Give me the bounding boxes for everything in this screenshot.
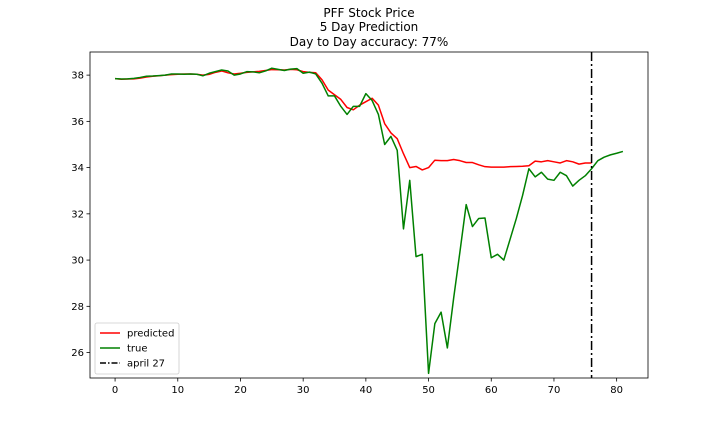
x-tick-label: 0	[112, 385, 118, 396]
y-tick-label: 32	[71, 209, 84, 220]
x-tick-label: 10	[171, 385, 184, 396]
y-axis: 26 28 30 32 34 36 38	[71, 71, 90, 359]
y-tick-label: 34	[71, 163, 84, 174]
plot-area	[114, 52, 624, 378]
y-tick-label: 30	[71, 256, 84, 267]
legend-label: april 27	[127, 359, 165, 370]
x-tick-label: 80	[610, 385, 623, 396]
legend-label: predicted	[127, 329, 174, 340]
x-tick-label: 50	[422, 385, 435, 396]
series-line-true	[115, 67, 624, 375]
chart-subtitle: 5 Day Prediction	[320, 20, 419, 34]
accuracy-label: Day to Day accuracy: 77%	[290, 35, 449, 49]
chart-title: PFF Stock Price	[323, 6, 414, 20]
x-axis: 0 10 20 30 40 50 60 70 80	[112, 378, 623, 396]
y-tick-label: 36	[71, 117, 84, 128]
x-tick-label: 60	[485, 385, 498, 396]
legend-label: true	[127, 344, 148, 355]
y-tick-label: 28	[71, 302, 84, 313]
y-tick-label: 38	[71, 71, 84, 82]
x-tick-label: 40	[359, 385, 372, 396]
x-tick-label: 30	[297, 385, 310, 396]
x-tick-label: 20	[234, 385, 247, 396]
x-tick-label: 70	[548, 385, 561, 396]
legend-box	[94, 322, 180, 375]
y-tick-label: 26	[71, 348, 84, 359]
series-line-predicted	[114, 68, 592, 171]
plot-frame	[89, 51, 649, 379]
legend: predicted true april 27	[94, 322, 180, 375]
